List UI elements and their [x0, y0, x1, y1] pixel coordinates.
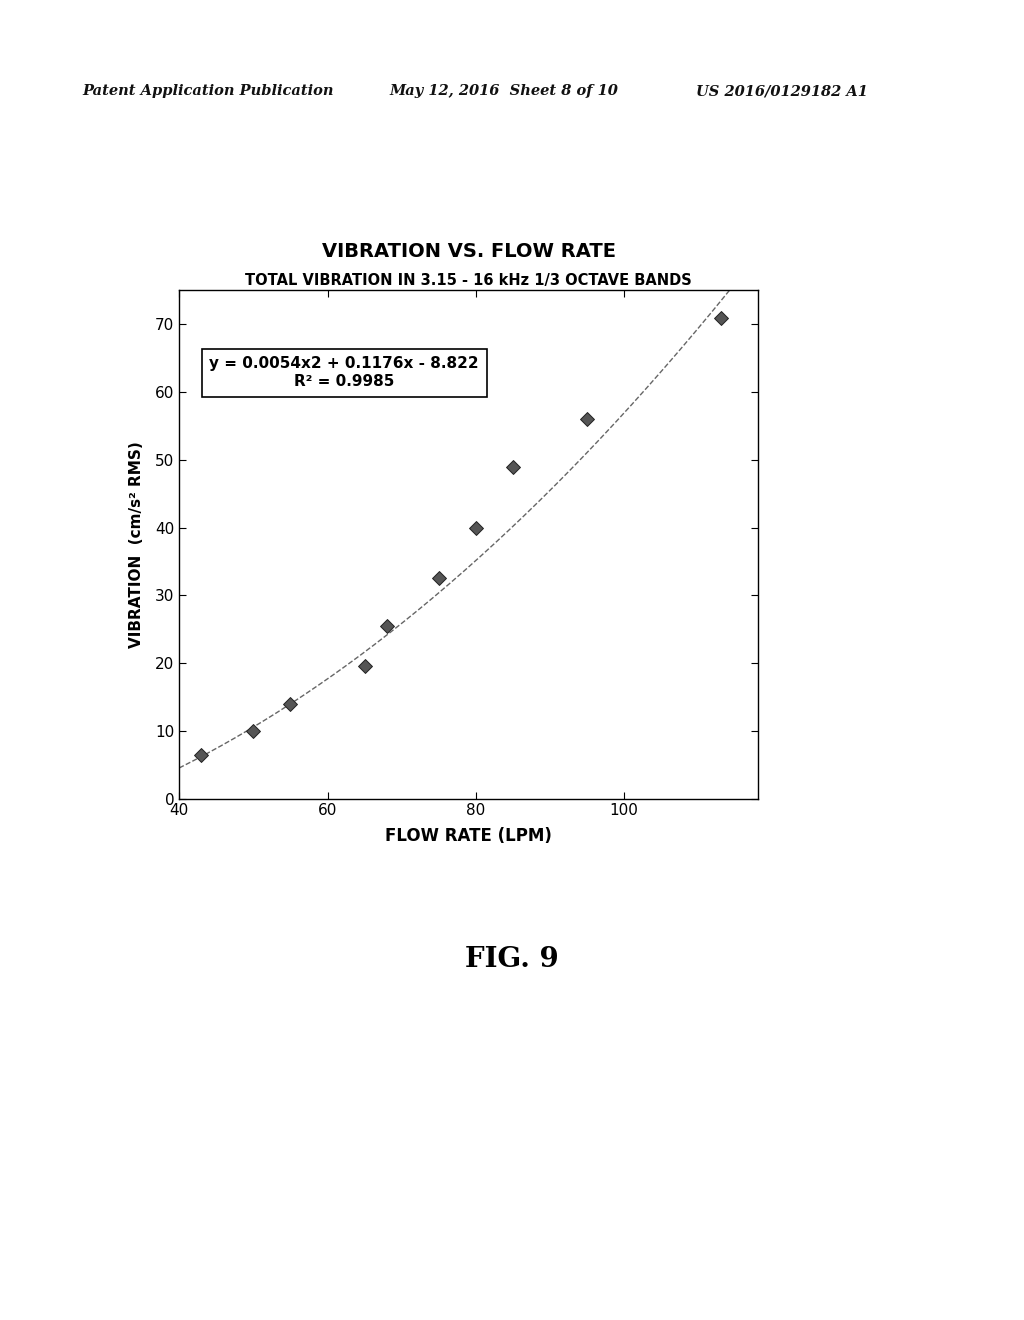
Point — [579, 409, 595, 430]
Point — [283, 693, 299, 714]
Text: y = 0.0054x2 + 0.1176x - 8.822
R² = 0.9985: y = 0.0054x2 + 0.1176x - 8.822 R² = 0.99… — [209, 356, 479, 389]
Text: VIBRATION VS. FLOW RATE: VIBRATION VS. FLOW RATE — [322, 243, 616, 261]
Point — [245, 721, 261, 742]
Point — [713, 308, 729, 329]
Text: US 2016/0129182 A1: US 2016/0129182 A1 — [696, 84, 868, 99]
Point — [356, 656, 373, 677]
Point — [379, 615, 395, 636]
Point — [468, 517, 484, 539]
Point — [431, 568, 447, 589]
Text: Patent Application Publication: Patent Application Publication — [82, 84, 334, 99]
Point — [194, 744, 210, 766]
Text: FIG. 9: FIG. 9 — [465, 946, 559, 973]
X-axis label: FLOW RATE (LPM): FLOW RATE (LPM) — [385, 826, 552, 845]
Point — [505, 455, 521, 477]
Title: TOTAL VIBRATION IN 3.15 - 16 kHz 1/3 OCTAVE BANDS: TOTAL VIBRATION IN 3.15 - 16 kHz 1/3 OCT… — [245, 273, 692, 288]
Y-axis label: VIBRATION  (cm/s² RMS): VIBRATION (cm/s² RMS) — [129, 441, 143, 648]
Text: May 12, 2016  Sheet 8 of 10: May 12, 2016 Sheet 8 of 10 — [389, 84, 618, 99]
